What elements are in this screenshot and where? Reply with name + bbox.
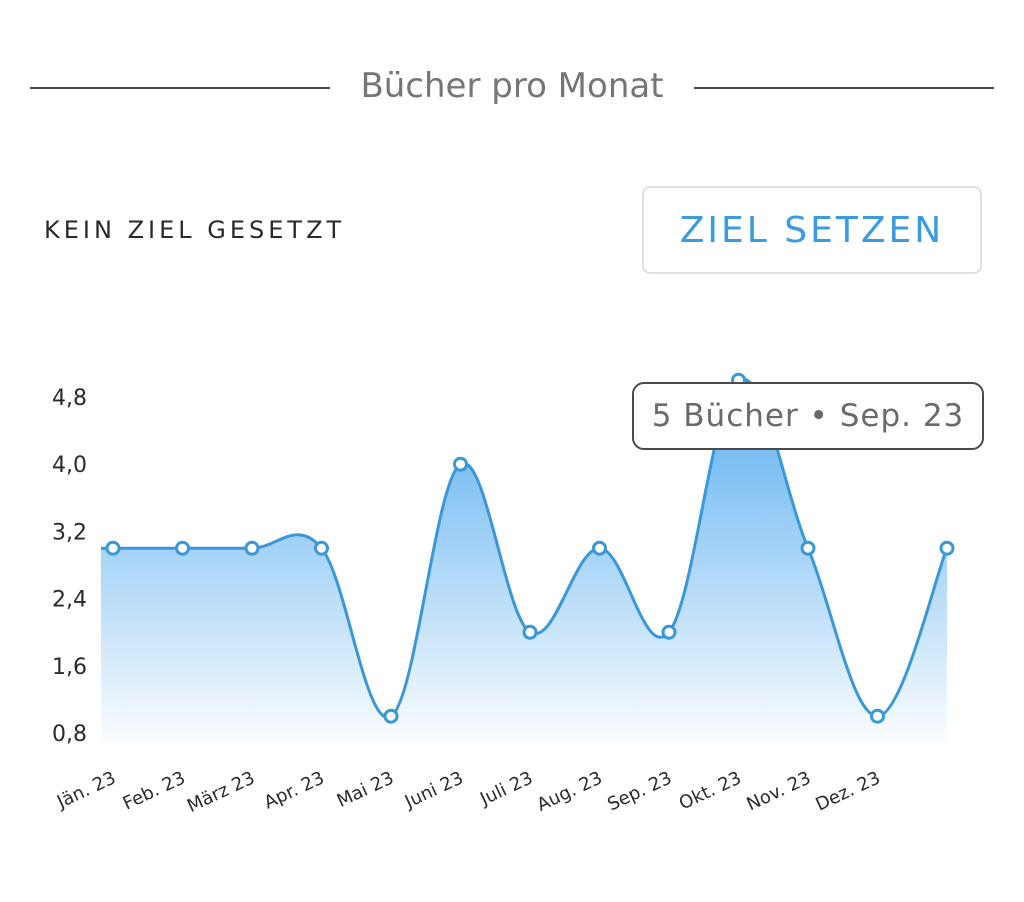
series-line	[101, 377, 949, 719]
x-tick-label: Feb. 23	[120, 767, 189, 814]
y-tick-label: 3,2	[52, 520, 87, 545]
y-tick-label: 2,4	[52, 588, 87, 613]
goal-status-label: KEIN ZIEL GESETZT	[44, 216, 346, 244]
x-tick-label: Juli 23	[476, 767, 536, 810]
data-point[interactable]	[661, 624, 677, 640]
data-point[interactable]	[870, 708, 885, 724]
x-tick-label: Mai 23	[334, 767, 397, 811]
data-point[interactable]	[522, 624, 538, 640]
x-tick-label: März 23	[184, 767, 258, 816]
area-fill	[101, 378, 947, 745]
data-point[interactable]	[314, 540, 329, 556]
y-tick-label: 4,8	[52, 386, 87, 411]
set-goal-button[interactable]: ZIEL SETZEN	[642, 186, 982, 274]
data-point[interactable]	[175, 540, 190, 556]
x-tick-label: Dez. 23	[812, 767, 883, 815]
y-tick-label: 1,6	[52, 655, 87, 680]
data-point[interactable]	[244, 540, 260, 556]
data-point[interactable]	[453, 456, 468, 472]
header-divider-left	[30, 87, 330, 89]
x-tick-label: Aug. 23	[534, 767, 606, 815]
y-tick-label: 0,8	[52, 722, 87, 747]
data-point[interactable]	[105, 540, 121, 556]
x-tick-label: Okt. 23	[676, 767, 745, 814]
data-points	[105, 372, 955, 724]
x-tick-label: Apr. 23	[261, 767, 328, 813]
x-tick-label: Juni 23	[401, 767, 467, 813]
y-tick-label: 4,0	[52, 453, 87, 478]
header-divider-right	[694, 87, 994, 89]
x-tick-label: Nov. 23	[744, 767, 815, 815]
chart-title: Bücher pro Monat	[360, 66, 664, 106]
data-point[interactable]	[592, 540, 607, 556]
data-point[interactable]	[939, 540, 955, 556]
x-tick-label: Jän. 23	[53, 767, 119, 813]
data-point[interactable]	[383, 708, 399, 724]
chart-header: Bücher pro Monat	[0, 60, 1024, 116]
x-tick-label: Sep. 23	[604, 767, 675, 815]
data-point[interactable]	[800, 540, 816, 556]
data-tooltip: 5 Bücher • Sep. 23	[632, 382, 984, 450]
y-axis: 0,8 1,6 2,4 3,2 4,0 4,8	[52, 386, 87, 747]
